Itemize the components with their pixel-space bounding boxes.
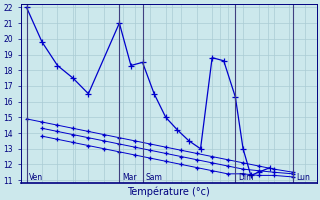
Text: Dim: Dim [238, 173, 254, 182]
Text: Mar: Mar [122, 173, 137, 182]
Text: Ven: Ven [29, 173, 44, 182]
Text: Lun: Lun [296, 173, 310, 182]
Text: Sam: Sam [145, 173, 162, 182]
X-axis label: Température (°c): Température (°c) [127, 186, 210, 197]
